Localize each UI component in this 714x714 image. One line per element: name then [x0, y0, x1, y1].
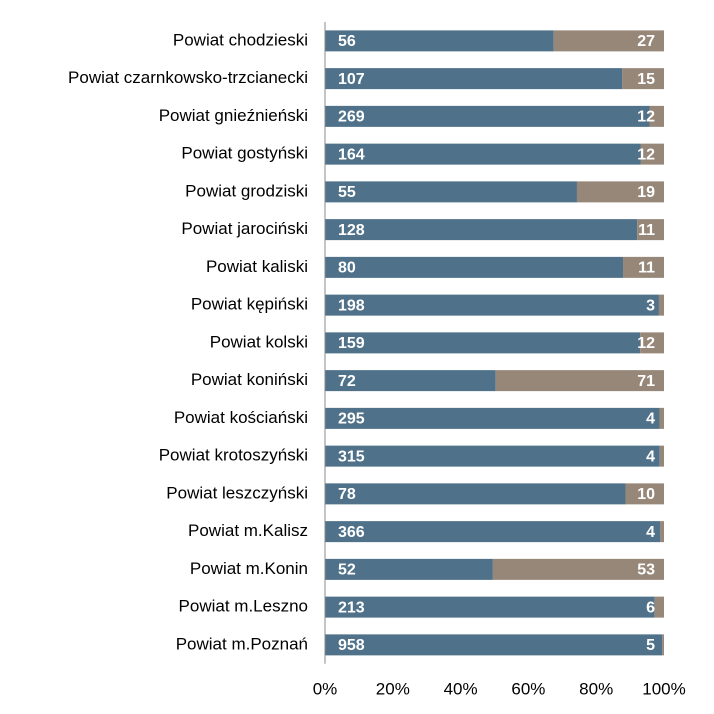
value-label: 164	[338, 146, 365, 163]
bar-segment	[325, 332, 641, 354]
value-label: 78	[338, 486, 356, 503]
value-label: 71	[637, 373, 655, 390]
value-label: 11	[638, 222, 655, 239]
bar-segment	[659, 445, 664, 467]
bar-segment	[625, 483, 664, 505]
bar-segment	[623, 256, 664, 278]
bar-segment	[325, 370, 496, 392]
y-tick-label: Powiat koniński	[191, 370, 308, 389]
value-label: 52	[338, 562, 356, 579]
value-label: 12	[637, 109, 655, 126]
value-label: 366	[338, 524, 365, 541]
bar-segment	[658, 294, 664, 316]
x-tick-label: 40%	[444, 679, 478, 698]
bar-segment	[325, 30, 554, 52]
bar-segment	[325, 294, 659, 316]
y-tick-label: Powiat czarnkowsko-trzcianecki	[68, 68, 308, 87]
value-label: 56	[338, 33, 356, 50]
y-tick-label: Powiat grodziski	[185, 181, 308, 200]
y-tick-label: Powiat m.Konin	[190, 559, 308, 578]
bar-segment	[325, 596, 655, 618]
y-tick-label: Powiat gostyński	[181, 144, 308, 163]
value-label: 4	[646, 524, 655, 541]
value-label: 11	[638, 260, 655, 277]
bar-segment	[492, 558, 664, 580]
y-tick-label: Powiat chodzieski	[173, 30, 308, 49]
value-label: 295	[338, 411, 365, 428]
value-label: 5	[646, 637, 655, 654]
y-tick-label: Powiat m.Leszno	[179, 597, 308, 616]
y-tick-label: Powiat m.Poznań	[176, 634, 308, 653]
bar-segment	[654, 596, 664, 618]
value-label: 4	[646, 411, 655, 428]
y-tick-label: Powiat kościański	[174, 408, 308, 427]
value-label: 269	[338, 109, 365, 126]
value-label: 55	[338, 184, 356, 201]
value-label: 6	[646, 599, 655, 616]
x-tick-label: 0%	[313, 679, 338, 698]
bar-segment	[325, 558, 493, 580]
bar-segment	[495, 370, 664, 392]
bar-segment	[325, 143, 641, 165]
bar-segment	[640, 332, 664, 354]
bar-segment	[325, 407, 660, 429]
bar-segment	[325, 181, 577, 203]
value-label: 19	[637, 184, 655, 201]
value-label: 12	[637, 335, 655, 352]
value-label: 315	[338, 448, 365, 465]
y-tick-label: Powiat leszczyński	[166, 483, 308, 502]
value-label: 4	[646, 448, 655, 465]
bar-segment	[576, 181, 664, 203]
y-tick-label: Powiat jarociński	[181, 219, 308, 238]
value-label: 27	[637, 33, 655, 50]
value-label: 128	[338, 222, 365, 239]
y-tick-label: Powiat kolski	[210, 332, 308, 351]
bar-segment	[662, 634, 664, 656]
bar-segment	[325, 105, 650, 127]
value-label: 72	[338, 373, 356, 390]
value-label: 80	[338, 260, 356, 277]
bar-segment	[325, 445, 660, 467]
value-label: 15	[637, 71, 655, 88]
y-tick-label: Powiat m.Kalisz	[188, 521, 308, 540]
value-label: 53	[637, 562, 655, 579]
y-tick-label: Powiat gnieźnieński	[159, 106, 308, 125]
value-label: 10	[637, 486, 655, 503]
bar-segment	[325, 483, 626, 505]
x-tick-label: 20%	[376, 679, 410, 698]
bar-segment	[660, 521, 664, 543]
value-label: 12	[637, 146, 655, 163]
value-label: 107	[338, 71, 365, 88]
y-tick-label: Powiat kępiński	[191, 295, 308, 314]
bar-segment	[325, 68, 623, 90]
bar-segment	[649, 105, 664, 127]
value-label: 3	[646, 297, 655, 314]
bar-segment	[640, 143, 664, 165]
bar-segment	[622, 68, 664, 90]
value-label: 213	[338, 599, 365, 616]
y-tick-label: Powiat krotoszyński	[159, 446, 308, 465]
x-tick-label: 80%	[579, 679, 613, 698]
bar-segment	[325, 521, 661, 543]
bar-segment	[637, 219, 664, 241]
value-label: 159	[338, 335, 365, 352]
value-label: 198	[338, 297, 365, 314]
bar-segment	[659, 407, 664, 429]
x-tick-label: 60%	[511, 679, 545, 698]
bar-segment	[325, 256, 624, 278]
bar-segment	[325, 634, 663, 656]
y-tick-label: Powiat kaliski	[206, 257, 308, 276]
bar-segment	[553, 30, 664, 52]
x-tick-label: 100%	[642, 679, 685, 698]
value-label: 958	[338, 637, 365, 654]
bar-segment	[325, 219, 638, 241]
